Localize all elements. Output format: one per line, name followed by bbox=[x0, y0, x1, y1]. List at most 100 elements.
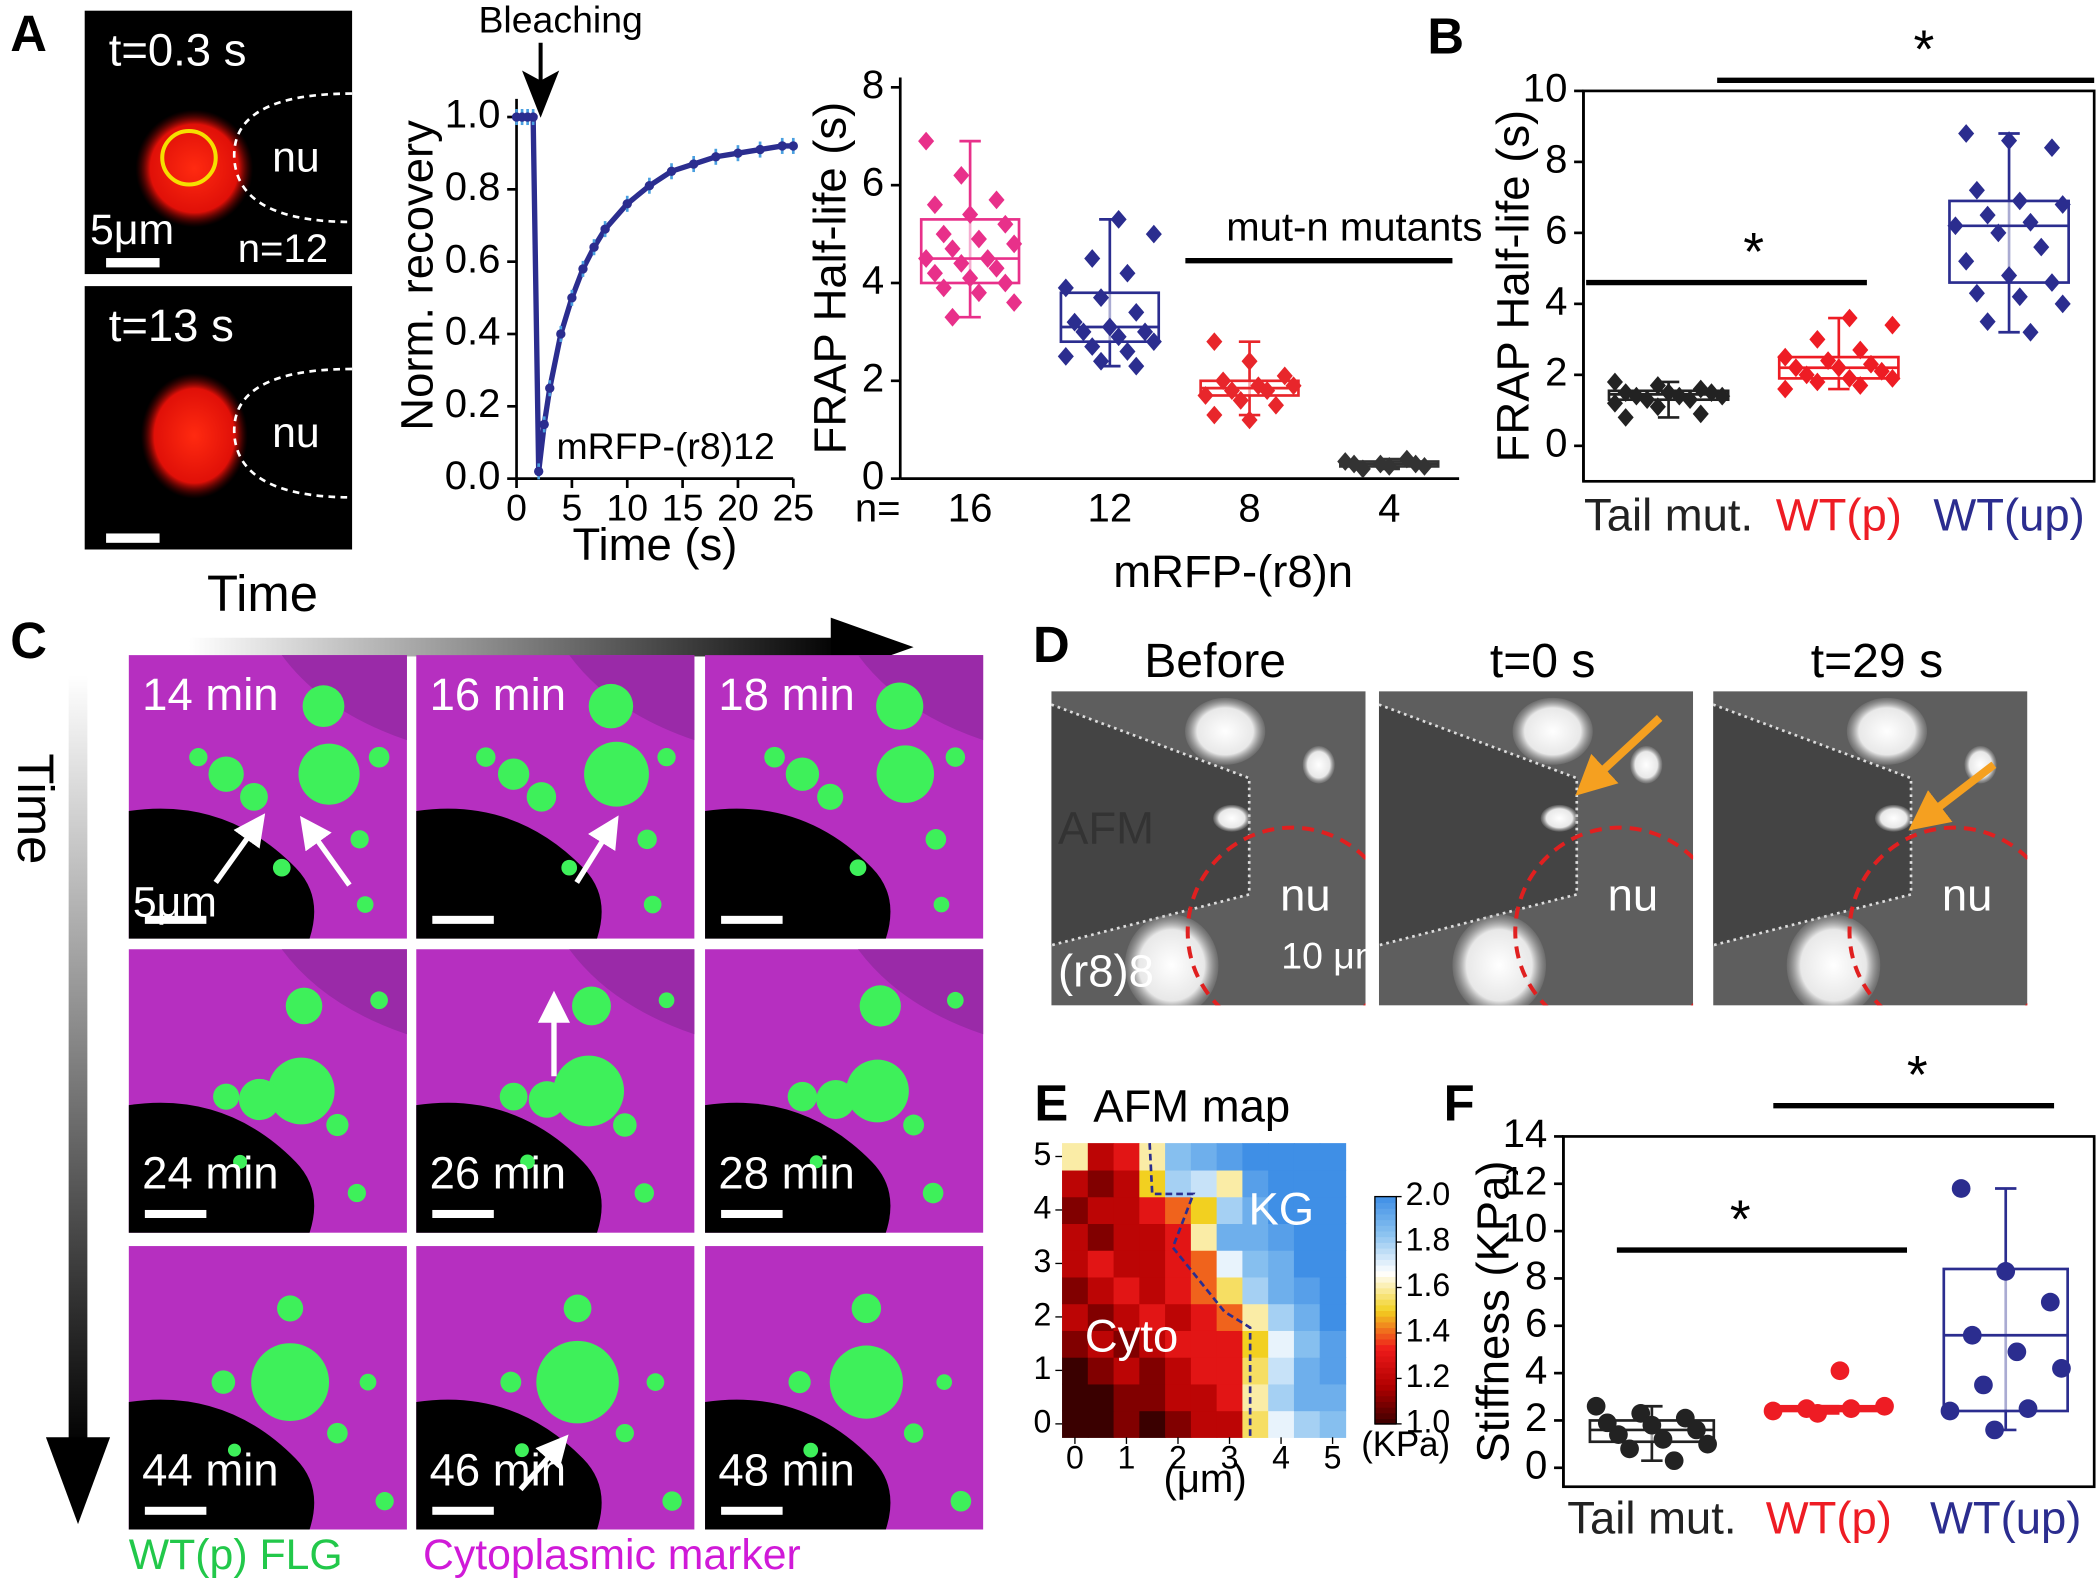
nucleus-label: nu bbox=[272, 134, 320, 182]
x-tick-label: WT(p) bbox=[1766, 1492, 1892, 1543]
data-point bbox=[1145, 224, 1162, 244]
heat-cell bbox=[1319, 1410, 1347, 1438]
heat-cell bbox=[1113, 1223, 1141, 1251]
x-tick-label: WT(up) bbox=[1930, 1492, 2081, 1543]
granule bbox=[588, 683, 634, 729]
granule bbox=[189, 748, 208, 767]
data-point bbox=[1979, 205, 1996, 225]
data-point bbox=[545, 383, 555, 393]
x-axis-label: mRFP-(r8)n bbox=[1113, 546, 1353, 597]
scale-bar bbox=[721, 1506, 783, 1515]
colorbar-step bbox=[1374, 1367, 1397, 1374]
heat-cell bbox=[1113, 1303, 1141, 1331]
heat-cell bbox=[1062, 1276, 1089, 1305]
heat-cell bbox=[1062, 1410, 1089, 1438]
pointer-arrow bbox=[518, 1434, 569, 1492]
heat-cell bbox=[1165, 1303, 1192, 1331]
heat-cell bbox=[1293, 1250, 1321, 1278]
y-tick-label: 0 bbox=[1033, 1403, 1051, 1439]
heat-cell bbox=[1190, 1303, 1218, 1331]
data-point bbox=[918, 249, 935, 268]
y-tick-label: 0 bbox=[862, 454, 884, 498]
colorbar-step bbox=[1374, 1202, 1397, 1209]
heat-cell bbox=[1165, 1330, 1192, 1358]
heat-cell bbox=[1062, 1169, 1089, 1198]
data-point bbox=[2054, 195, 2071, 214]
data-point bbox=[1820, 351, 1837, 371]
colorbar-step bbox=[1374, 1355, 1397, 1363]
heat-cell bbox=[1190, 1330, 1218, 1358]
data-point bbox=[1958, 124, 1975, 143]
heat-cell bbox=[1268, 1223, 1295, 1251]
data-point bbox=[1951, 1179, 1971, 1198]
granule bbox=[933, 896, 950, 913]
data-point bbox=[1119, 263, 1136, 283]
data-point bbox=[970, 229, 987, 249]
image-label: AFM bbox=[1058, 803, 1154, 854]
data-point bbox=[1808, 1403, 1828, 1423]
heat-cell bbox=[1139, 1250, 1166, 1278]
micrograph: t=13 s nu bbox=[84, 286, 353, 550]
colorbar-step bbox=[1374, 1361, 1397, 1368]
scale-label: 5μm bbox=[90, 206, 174, 254]
y-tick-label: 10 bbox=[1503, 1207, 1548, 1251]
data-point bbox=[1276, 366, 1293, 386]
frame-title: t=0 s bbox=[1490, 634, 1596, 688]
granule bbox=[925, 829, 947, 850]
granule bbox=[816, 1080, 856, 1119]
micrograph: AFM nu (r8)8 10 μm bbox=[1051, 691, 1366, 1006]
granule bbox=[368, 746, 390, 768]
box bbox=[1942, 1267, 2069, 1413]
colorbar-step bbox=[1374, 1389, 1397, 1397]
heat-cell bbox=[1113, 1330, 1141, 1358]
data-point bbox=[1675, 1408, 1695, 1428]
heat-cell bbox=[1242, 1196, 1269, 1225]
data-point bbox=[2043, 138, 2060, 158]
recovery-curve bbox=[516, 114, 794, 472]
data-point bbox=[2052, 1359, 2071, 1378]
colorbar-tick-label: 1.8 bbox=[1406, 1222, 1451, 1258]
data-point bbox=[2018, 1399, 2038, 1418]
bleach-roi bbox=[160, 129, 218, 187]
heat-cell bbox=[1087, 1303, 1115, 1331]
granule bbox=[922, 1182, 944, 1204]
granule bbox=[657, 748, 676, 767]
data-point bbox=[1649, 376, 1666, 395]
nucleus-outline bbox=[1185, 825, 1366, 1006]
heat-cell bbox=[1165, 1357, 1192, 1385]
granule bbox=[327, 1422, 348, 1444]
data-point bbox=[1841, 308, 1858, 328]
afm-tip bbox=[1378, 704, 1577, 946]
colorbar-step bbox=[1374, 1384, 1397, 1391]
data-point bbox=[1639, 390, 1656, 410]
colorbar-step bbox=[1374, 1213, 1397, 1221]
scale-bar bbox=[106, 533, 160, 543]
heat-cell bbox=[1087, 1357, 1115, 1385]
data-point bbox=[1664, 1451, 1684, 1471]
data-point bbox=[1884, 369, 1901, 388]
data-point bbox=[1979, 312, 1996, 331]
nucleus-outline bbox=[1513, 825, 1694, 1006]
data-point bbox=[1075, 322, 1092, 342]
inset-label: mRFP-(r8)12 bbox=[556, 425, 774, 467]
data-point bbox=[2001, 131, 2018, 150]
granule bbox=[1213, 804, 1251, 832]
granule bbox=[359, 1373, 377, 1391]
data-point bbox=[962, 205, 979, 224]
y-tick-label: 4 bbox=[1545, 279, 1567, 323]
heat-cell bbox=[1139, 1303, 1166, 1331]
granule bbox=[326, 1113, 349, 1137]
data-point bbox=[1215, 371, 1232, 391]
heat-cell bbox=[1087, 1196, 1115, 1225]
data-point bbox=[2043, 273, 2060, 292]
heat-cell bbox=[1216, 1169, 1244, 1198]
heat-cell bbox=[1242, 1383, 1269, 1412]
y-tick-label: 4 bbox=[1033, 1189, 1051, 1225]
micrograph: nu bbox=[1713, 691, 2028, 1006]
micrograph: 48 min bbox=[705, 1246, 984, 1530]
time-label: t=0.3 s bbox=[109, 24, 247, 75]
frame-time: 18 min bbox=[718, 669, 854, 720]
scale-bar bbox=[144, 915, 207, 924]
data-point bbox=[1763, 1401, 1783, 1421]
heat-cell bbox=[1113, 1196, 1141, 1225]
